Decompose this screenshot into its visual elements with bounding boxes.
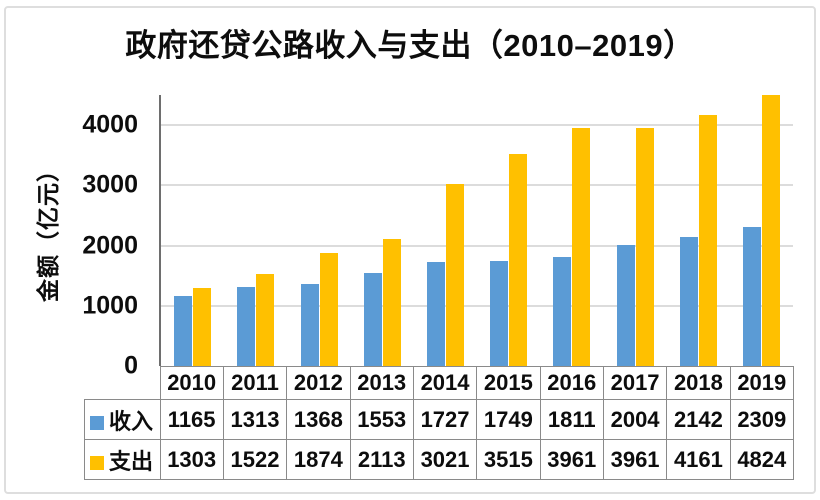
chart-title: 政府还贷公路收入与支出（2010–2019） bbox=[125, 28, 695, 63]
legend-cell-expense: 支出 bbox=[84, 439, 161, 480]
value-cell-income-2016: 1811 bbox=[539, 399, 604, 440]
value-cell-income-2014: 1727 bbox=[412, 399, 478, 440]
bar-income-2012 bbox=[300, 283, 319, 366]
year-cell-2011: 2011 bbox=[222, 366, 288, 400]
bar-expense-2013 bbox=[382, 238, 401, 366]
gridline bbox=[161, 304, 793, 307]
y-tick-label: 1000 bbox=[82, 291, 138, 320]
bar-group-2013 bbox=[351, 95, 414, 366]
value-cell-expense-2016: 3961 bbox=[539, 439, 604, 480]
bar-group-2019 bbox=[730, 95, 793, 366]
year-cell-2015: 2015 bbox=[476, 366, 541, 400]
bar-expense-2016 bbox=[572, 127, 591, 366]
bar-group-2010 bbox=[161, 95, 224, 366]
legend-cell-income: 收入 bbox=[84, 399, 161, 440]
plot-area bbox=[159, 95, 793, 366]
value-cell-expense-2019: 4824 bbox=[729, 439, 795, 480]
value-cell-expense-2011: 1522 bbox=[222, 439, 288, 480]
table-row-expense: 支出 1303 1522 1874 2113 3021 3515 3961 3961 4161 48… bbox=[84, 439, 795, 480]
table-row-income: 收入 1165 1313 1368 1553 1727 1749 1811 2004 2142 23… bbox=[84, 399, 795, 440]
value-cell-expense-2013: 2113 bbox=[349, 439, 414, 480]
legend-swatch-expense bbox=[90, 455, 104, 470]
bar-group-2014 bbox=[414, 95, 477, 366]
bar-income-2011 bbox=[237, 286, 256, 366]
year-cell-2014: 2014 bbox=[412, 366, 478, 400]
y-tick-label: 3000 bbox=[82, 170, 138, 199]
value-cell-expense-2015: 3515 bbox=[476, 439, 541, 480]
bar-expense-2012 bbox=[319, 253, 338, 366]
value-cell-expense-2012: 1874 bbox=[286, 439, 351, 480]
bar-groups bbox=[161, 95, 793, 366]
y-tick-label: 0 bbox=[124, 351, 138, 380]
gridline bbox=[161, 184, 793, 187]
bar-income-2013 bbox=[363, 272, 382, 366]
data-table: 2010 2011 2012 2013 2014 2015 2016 2017 2018 2019… bbox=[84, 366, 795, 480]
value-cell-income-2013: 1553 bbox=[349, 399, 414, 440]
bar-expense-2018 bbox=[698, 115, 717, 366]
bar-income-2010 bbox=[174, 295, 193, 366]
table-year-row: 2010 2011 2012 2013 2014 2015 2016 2017 2018 2019 bbox=[85, 366, 795, 400]
bar-expense-2017 bbox=[635, 127, 654, 366]
bar-income-2018 bbox=[679, 237, 698, 366]
legend-swatch-income bbox=[90, 415, 104, 430]
bar-expense-2019 bbox=[761, 95, 780, 366]
bar-expense-2011 bbox=[256, 274, 275, 366]
value-cell-expense-2017: 3961 bbox=[602, 439, 668, 480]
year-cell-2010: 2010 bbox=[159, 366, 224, 400]
bar-income-2015 bbox=[490, 260, 509, 366]
bar-income-2016 bbox=[553, 256, 572, 366]
gridline bbox=[161, 244, 793, 247]
value-cell-expense-2014: 3021 bbox=[412, 439, 478, 480]
bar-expense-2014 bbox=[445, 184, 464, 366]
year-cell-2018: 2018 bbox=[666, 366, 731, 400]
value-cell-income-2017: 2004 bbox=[602, 399, 668, 440]
year-cell-2016: 2016 bbox=[539, 366, 604, 400]
year-cell-2019: 2019 bbox=[729, 366, 795, 400]
y-tick-label: 2000 bbox=[82, 231, 138, 260]
bar-income-2017 bbox=[616, 245, 635, 366]
value-cell-income-2012: 1368 bbox=[286, 399, 351, 440]
bar-group-2011 bbox=[224, 95, 287, 366]
value-cell-expense-2018: 4161 bbox=[666, 439, 731, 480]
bar-expense-2010 bbox=[193, 287, 212, 366]
bar-income-2019 bbox=[742, 226, 761, 366]
bar-group-2016 bbox=[540, 95, 603, 366]
bar-group-2017 bbox=[603, 95, 666, 366]
legend-label-expense: 支出 bbox=[109, 448, 154, 474]
bar-group-2015 bbox=[477, 95, 540, 366]
value-cell-income-2018: 2142 bbox=[666, 399, 731, 440]
year-cell-2013: 2013 bbox=[349, 366, 414, 400]
y-tick-label: 4000 bbox=[82, 110, 138, 139]
year-cell-2017: 2017 bbox=[602, 366, 668, 400]
legend-label-income: 收入 bbox=[109, 408, 154, 434]
bar-income-2014 bbox=[426, 262, 445, 366]
bar-group-2012 bbox=[287, 95, 350, 366]
value-cell-income-2015: 1749 bbox=[476, 399, 541, 440]
bar-expense-2015 bbox=[509, 154, 528, 366]
value-cell-income-2019: 2309 bbox=[729, 399, 795, 440]
value-cell-income-2011: 1313 bbox=[222, 399, 288, 440]
gridline bbox=[161, 124, 793, 127]
year-cell-2012: 2012 bbox=[286, 366, 351, 400]
value-cell-income-2010: 1165 bbox=[159, 399, 224, 440]
value-cell-expense-2010: 1303 bbox=[159, 439, 224, 480]
table-ghost-cell bbox=[85, 367, 161, 400]
bar-group-2018 bbox=[667, 95, 730, 366]
